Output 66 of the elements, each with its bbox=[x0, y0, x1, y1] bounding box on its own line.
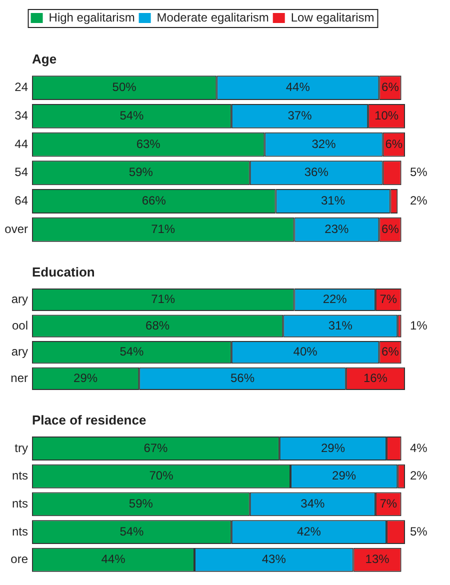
data-label: 29% bbox=[332, 468, 356, 483]
data-label: 44% bbox=[101, 552, 126, 566]
y-tick-label: ner bbox=[10, 370, 28, 385]
data-label: 71% bbox=[151, 292, 176, 306]
data-label: 36% bbox=[304, 165, 329, 180]
data-label: 6% bbox=[385, 136, 403, 151]
data-label: 66% bbox=[142, 194, 166, 208]
data-label: 54% bbox=[120, 524, 144, 538]
legend-label: Low egalitarism bbox=[290, 10, 374, 24]
data-label: 54% bbox=[120, 108, 144, 122]
data-label: 67% bbox=[144, 440, 168, 455]
data-label: 6% bbox=[382, 80, 400, 94]
y-tick-label: nts bbox=[12, 468, 28, 483]
y-tick-label: nts bbox=[12, 524, 28, 538]
data-label: 68% bbox=[146, 318, 170, 332]
data-label: 37% bbox=[288, 108, 312, 122]
data-label: 6% bbox=[382, 344, 400, 359]
data-label: 6% bbox=[382, 222, 400, 236]
data-label: 42% bbox=[296, 524, 322, 538]
y-tick-label: ool bbox=[12, 318, 28, 332]
legend-label: Moderate egalitarism bbox=[156, 10, 269, 24]
data-label: 4% bbox=[410, 440, 428, 455]
data-label: 2% bbox=[410, 194, 428, 208]
data-label: 71% bbox=[151, 222, 176, 236]
data-label: 5% bbox=[410, 524, 428, 538]
data-label: 31% bbox=[320, 194, 346, 208]
y-tick-label: 44 bbox=[14, 136, 28, 151]
chart-title: Place of residence bbox=[32, 412, 146, 428]
y-tick-label: ore bbox=[10, 552, 28, 566]
y-tick-label: ary bbox=[11, 344, 28, 359]
y-tick-label: 64 bbox=[14, 194, 28, 208]
chart-title: Education bbox=[32, 264, 95, 280]
data-label: 31% bbox=[328, 318, 353, 332]
data-label: 1% bbox=[410, 318, 428, 332]
data-label: 23% bbox=[324, 222, 350, 236]
chart-title: Age bbox=[32, 51, 57, 66]
legend-label: High egalitarism bbox=[48, 10, 135, 24]
y-tick-label: 24 bbox=[14, 80, 28, 94]
y-tick-label: ary bbox=[11, 292, 28, 306]
data-label: 56% bbox=[230, 370, 255, 385]
data-label: 32% bbox=[312, 136, 336, 151]
data-label: 7% bbox=[380, 496, 398, 511]
data-label: 54% bbox=[120, 344, 144, 359]
y-tick-label: nts bbox=[12, 496, 28, 511]
y-tick-label: over bbox=[4, 222, 28, 236]
data-label: 70% bbox=[149, 468, 174, 483]
y-tick-label: try bbox=[14, 440, 28, 455]
data-label: 50% bbox=[112, 80, 137, 94]
data-label: 34% bbox=[300, 496, 326, 511]
data-label: 16% bbox=[363, 370, 388, 385]
data-label: 29% bbox=[320, 440, 346, 455]
data-label: 63% bbox=[136, 136, 161, 151]
data-label: 5% bbox=[410, 165, 428, 180]
data-label: 10% bbox=[374, 108, 399, 122]
data-label: 7% bbox=[380, 292, 398, 306]
data-label: 40% bbox=[293, 344, 318, 359]
data-label: 29% bbox=[74, 370, 98, 385]
data-label: 59% bbox=[128, 165, 154, 180]
data-label: 22% bbox=[322, 292, 348, 306]
y-tick-label: 54 bbox=[14, 165, 28, 180]
data-label: 13% bbox=[365, 552, 390, 566]
data-label: 44% bbox=[286, 80, 310, 94]
y-tick-label: 34 bbox=[14, 108, 28, 122]
data-label: 43% bbox=[262, 552, 286, 566]
data-label: 59% bbox=[128, 496, 154, 511]
data-label: 2% bbox=[410, 468, 428, 483]
